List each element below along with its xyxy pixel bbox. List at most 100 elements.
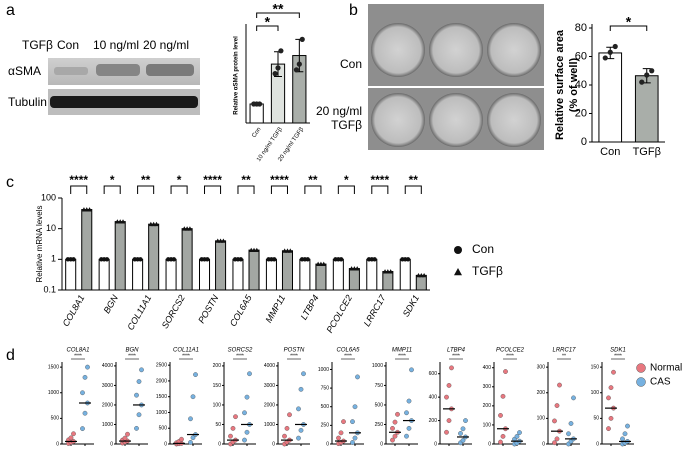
data-point bbox=[87, 207, 92, 212]
y-tick-label: 50 bbox=[593, 416, 599, 422]
y-tick-label: 600 bbox=[429, 371, 438, 377]
data-point bbox=[282, 433, 287, 439]
data-point bbox=[404, 433, 409, 439]
bar bbox=[399, 258, 411, 291]
data-point bbox=[449, 365, 454, 371]
significance-bracket bbox=[337, 185, 355, 194]
bar bbox=[382, 271, 394, 291]
data-point bbox=[336, 435, 341, 441]
data-point bbox=[68, 435, 74, 441]
bar bbox=[299, 258, 311, 291]
data-point bbox=[296, 406, 301, 412]
data-point bbox=[554, 403, 560, 408]
blot-lane: 10 ng/ml bbox=[93, 38, 139, 52]
y-tick-label: 250 bbox=[375, 422, 384, 428]
significance-bracket bbox=[404, 185, 422, 194]
bar bbox=[198, 258, 211, 291]
significance-bracket bbox=[137, 185, 155, 194]
data-point bbox=[611, 369, 616, 375]
y-tick-label: 3000 bbox=[102, 383, 113, 389]
legend-label: Con bbox=[472, 242, 494, 256]
blot-band bbox=[96, 64, 140, 76]
significance-label: * bbox=[110, 173, 115, 187]
significance-label: ** bbox=[308, 173, 318, 187]
y-tick-label: 1000 bbox=[264, 422, 275, 428]
data-point bbox=[602, 55, 608, 61]
bar bbox=[248, 249, 260, 291]
y-tick-label: 10 bbox=[46, 223, 56, 233]
data-point bbox=[284, 425, 290, 431]
data-point bbox=[571, 395, 576, 401]
data-point bbox=[606, 395, 611, 401]
blot-band bbox=[54, 67, 88, 75]
bar bbox=[215, 240, 227, 291]
data-point bbox=[568, 421, 574, 426]
bar bbox=[232, 258, 244, 291]
y-tick-label: 1 bbox=[51, 254, 56, 264]
data-point bbox=[190, 394, 196, 400]
significance-label: **** bbox=[128, 353, 136, 359]
significance-label: * bbox=[265, 14, 271, 30]
well bbox=[429, 23, 483, 77]
data-point bbox=[228, 433, 233, 439]
data-point bbox=[444, 429, 449, 435]
panel-title: BGN bbox=[125, 348, 139, 354]
blot-band-label: αSMA bbox=[8, 64, 41, 78]
y-tick-label: 2000 bbox=[264, 402, 275, 408]
data-point bbox=[338, 257, 344, 262]
legend-marker bbox=[454, 246, 462, 254]
data-point bbox=[552, 418, 557, 424]
y-tick-label: 100 bbox=[41, 192, 56, 202]
bar bbox=[332, 258, 344, 291]
data-point bbox=[421, 272, 427, 278]
y-tick-label: 2000 bbox=[156, 378, 167, 384]
x-tick-label: PCOLCE2 bbox=[324, 293, 354, 334]
y-tick-label: 0 bbox=[380, 441, 383, 447]
y-tick-label: 500 bbox=[51, 416, 60, 422]
data-point bbox=[352, 404, 358, 410]
significance-bracket bbox=[371, 185, 389, 194]
significance-label: ** bbox=[241, 173, 251, 187]
data-point bbox=[554, 436, 560, 442]
y-tick-label: 2000 bbox=[102, 402, 113, 408]
well bbox=[371, 23, 425, 77]
panel-label: c bbox=[6, 174, 14, 191]
x-tick-label: COL8A1 bbox=[61, 293, 87, 328]
data-point bbox=[233, 414, 238, 420]
panel-title: SORCS2 bbox=[228, 348, 253, 354]
y-tick-label: 500 bbox=[321, 404, 330, 410]
y-tick-label: 0 bbox=[596, 441, 599, 447]
significance-label: ** bbox=[562, 353, 566, 359]
x-tick-label: Con bbox=[600, 146, 620, 158]
panel-title: COL11A1 bbox=[173, 348, 199, 354]
significance-label: ** bbox=[141, 173, 151, 187]
data-point bbox=[299, 36, 305, 43]
data-point bbox=[230, 425, 236, 431]
data-point bbox=[409, 367, 414, 373]
data-point bbox=[256, 101, 263, 107]
y-tick-label: 4000 bbox=[102, 363, 113, 369]
data-point bbox=[500, 433, 506, 439]
data-point bbox=[120, 219, 126, 224]
data-point bbox=[247, 371, 252, 377]
data-point bbox=[82, 374, 88, 380]
data-point bbox=[557, 382, 562, 388]
data-point bbox=[352, 435, 358, 441]
significance-bracket bbox=[170, 185, 188, 194]
y-tick-label: 4000 bbox=[264, 363, 275, 369]
data-point bbox=[514, 433, 520, 439]
bar bbox=[132, 258, 144, 291]
data-point bbox=[500, 393, 506, 399]
y-tick-label: 250 bbox=[321, 423, 330, 429]
data-point bbox=[517, 430, 522, 435]
significance-bracket bbox=[304, 185, 322, 194]
bar bbox=[65, 258, 77, 291]
bar bbox=[366, 258, 378, 291]
data-point bbox=[287, 412, 292, 418]
data-point bbox=[190, 435, 196, 441]
y-tick-label: 60 bbox=[575, 50, 587, 62]
data-point bbox=[85, 364, 90, 370]
data-point bbox=[612, 43, 618, 50]
data-point bbox=[405, 257, 411, 262]
panel-label: a bbox=[6, 2, 15, 19]
